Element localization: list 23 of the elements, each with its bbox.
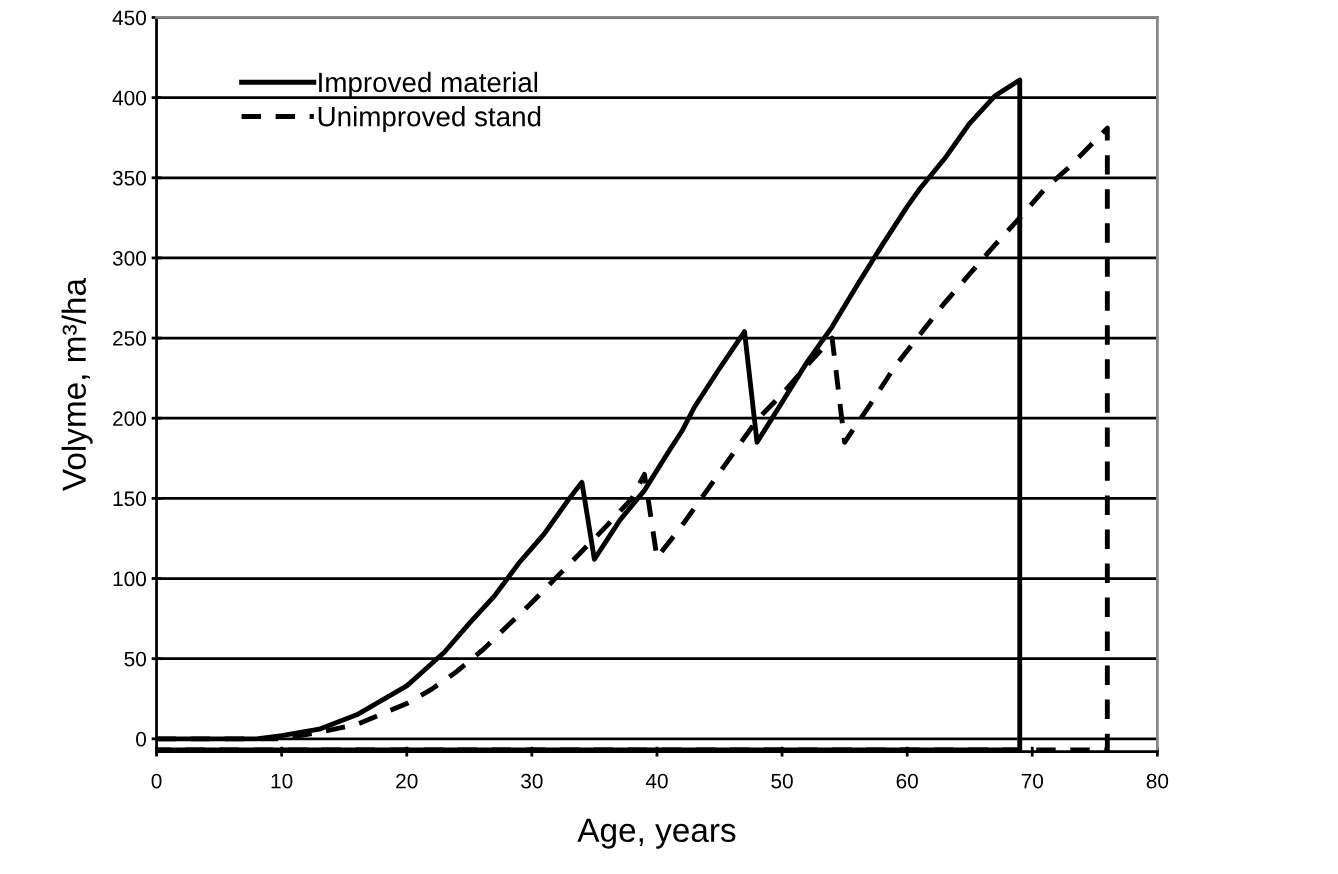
x-tick-label: 70 xyxy=(1021,773,1044,789)
x-tick-label: 20 xyxy=(396,773,418,789)
x-tick-label: 0 xyxy=(151,773,162,789)
x-tick-label: 10 xyxy=(271,773,293,789)
y-tick-label: 50 xyxy=(124,651,147,667)
y-tick-label: 150 xyxy=(113,491,147,507)
y-axis-title: Volyme, m³/ha xyxy=(61,278,93,491)
legend-label: Unimproved stand xyxy=(318,106,541,132)
x-tick-label: 40 xyxy=(645,773,668,789)
y-tick-label: 300 xyxy=(112,250,147,266)
x-axis-title: Age, years xyxy=(577,818,736,849)
y-tick-label: 350 xyxy=(112,170,147,186)
y-tick-label: 100 xyxy=(113,571,147,587)
y-tick-label: 450 xyxy=(112,10,147,26)
x-tick-label: 60 xyxy=(896,773,918,789)
x-tick-label: 30 xyxy=(521,773,543,789)
x-tick-label: 50 xyxy=(771,773,793,789)
x-tick-label: 80 xyxy=(1146,773,1169,789)
y-tick-label: 200 xyxy=(113,411,147,426)
y-tick-label: 400 xyxy=(112,90,147,106)
y-tick-label: 0 xyxy=(136,731,147,747)
legend-label: Improved material xyxy=(319,71,538,98)
y-tick-label: 250 xyxy=(113,331,147,346)
